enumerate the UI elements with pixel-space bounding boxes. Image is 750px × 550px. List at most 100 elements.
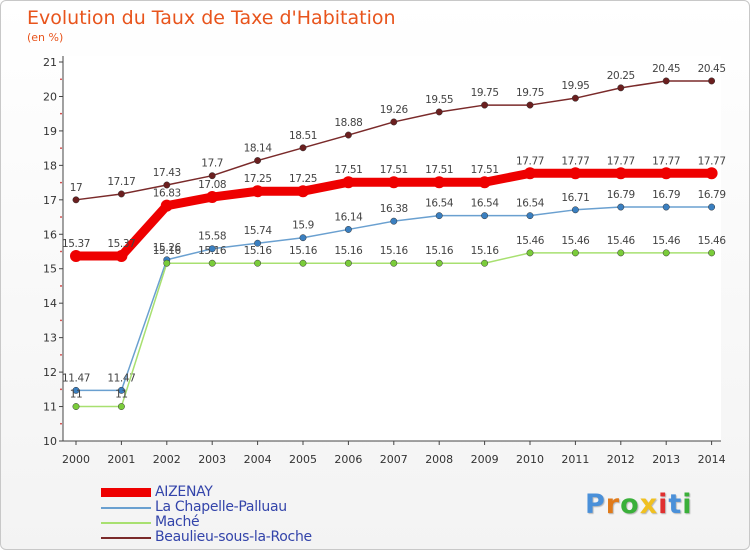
data-point-aizenay	[524, 167, 536, 180]
x-tick-label: 2005	[289, 453, 317, 466]
data-label-beaulieu-sous-la-roche: 19.95	[561, 80, 589, 92]
data-label-aizenay: 17.77	[561, 155, 589, 167]
data-label-beaulieu-sous-la-roche: 17.17	[107, 176, 135, 188]
data-point-la-chapelle-palluau	[344, 225, 352, 233]
logo-letter: P	[585, 489, 606, 520]
data-label-aizenay: 15.37	[107, 238, 135, 250]
logo-letter: o	[620, 489, 640, 520]
data-point-mach-	[254, 259, 262, 267]
data-label-la-chapelle-palluau: 15.58	[198, 231, 226, 243]
x-tick-label: 2009	[471, 453, 499, 466]
data-label-beaulieu-sous-la-roche: 17	[70, 182, 83, 194]
y-minor-tick	[60, 353, 62, 356]
data-point-aizenay	[433, 176, 446, 189]
data-label-mach-: 15.16	[425, 245, 454, 257]
y-minor-tick	[60, 388, 62, 391]
y-tick-label: 18	[43, 159, 57, 172]
data-point-mach-	[481, 259, 489, 267]
data-label-mach-: 15.46	[698, 235, 727, 247]
y-tick-label: 21	[43, 56, 57, 69]
data-label-mach-: 15.16	[244, 245, 273, 257]
y-minor-tick	[60, 216, 62, 218]
data-label-beaulieu-sous-la-roche: 18.88	[334, 117, 362, 129]
legend-swatch-aizenay	[101, 488, 151, 497]
data-point-la-chapelle-palluau	[435, 212, 443, 220]
logo-letter: x	[639, 489, 659, 520]
data-point-beaulieu-sous-la-roche	[435, 108, 443, 116]
x-tick-label: 2004	[244, 453, 272, 466]
data-label-mach-: 11	[115, 389, 128, 401]
data-label-aizenay: 15.37	[62, 238, 90, 250]
data-label-la-chapelle-palluau: 15.26	[153, 242, 182, 254]
data-point-la-chapelle-palluau	[390, 217, 398, 225]
data-label-la-chapelle-palluau: 16.79	[607, 189, 635, 201]
data-point-aizenay	[387, 176, 400, 189]
data-point-la-chapelle-palluau	[481, 212, 489, 220]
data-point-la-chapelle-palluau	[208, 245, 216, 253]
data-label-mach-: 15.16	[380, 245, 409, 257]
data-point-aizenay	[206, 191, 219, 204]
data-label-beaulieu-sous-la-roche: 17.43	[153, 167, 181, 179]
data-point-beaulieu-sous-la-roche	[254, 157, 262, 164]
data-label-mach-: 15.46	[607, 235, 636, 247]
data-point-aizenay	[478, 176, 491, 189]
data-label-la-chapelle-palluau: 16.54	[516, 198, 545, 210]
data-label-aizenay: 17.77	[607, 155, 635, 167]
data-label-mach-: 15.16	[334, 245, 363, 257]
y-minor-tick	[60, 78, 62, 81]
data-point-aizenay	[115, 249, 128, 262]
data-point-mach-	[435, 259, 443, 267]
x-tick-label: 2008	[425, 453, 453, 466]
data-label-beaulieu-sous-la-roche: 19.55	[425, 94, 453, 106]
data-label-aizenay: 17.08	[198, 179, 226, 191]
x-tick-label: 2006	[334, 453, 362, 466]
legend-label: La Chapelle-Palluau	[155, 499, 287, 515]
data-label-beaulieu-sous-la-roche: 19.75	[516, 87, 544, 99]
data-label-beaulieu-sous-la-roche: 17.7	[201, 158, 223, 170]
data-point-la-chapelle-palluau	[662, 203, 670, 211]
logo-letter: t	[668, 489, 683, 520]
x-tick-label: 2003	[198, 453, 226, 466]
data-point-beaulieu-sous-la-roche	[117, 190, 125, 198]
data-label-beaulieu-sous-la-roche: 18.51	[289, 130, 317, 142]
data-label-la-chapelle-palluau: 16.54	[425, 198, 454, 210]
data-label-aizenay: 17.51	[471, 164, 499, 176]
data-point-aizenay	[569, 167, 582, 180]
data-label-la-chapelle-palluau: 16.38	[380, 203, 408, 215]
data-label-beaulieu-sous-la-roche: 20.45	[698, 63, 726, 75]
data-point-la-chapelle-palluau	[708, 203, 716, 211]
data-label-aizenay: 17.25	[244, 173, 272, 185]
data-point-mach-	[344, 259, 352, 267]
data-point-beaulieu-sous-la-roche	[571, 94, 579, 102]
y-tick-label: 17	[43, 194, 57, 207]
data-point-la-chapelle-palluau	[617, 203, 625, 211]
y-minor-tick	[60, 112, 62, 115]
y-minor-tick	[60, 285, 62, 287]
x-tick-label: 2001	[107, 453, 135, 466]
legend-swatch-la-chapelle-palluau	[101, 507, 151, 509]
y-minor-tick	[60, 181, 62, 184]
data-point-beaulieu-sous-la-roche	[390, 118, 398, 126]
x-tick-label: 2007	[380, 453, 408, 466]
y-tick-label: 12	[43, 366, 57, 379]
data-label-la-chapelle-palluau: 16.14	[334, 211, 363, 223]
data-label-la-chapelle-palluau: 15.9	[292, 220, 314, 232]
data-label-mach-: 15.16	[153, 245, 182, 257]
data-point-mach-	[617, 249, 625, 257]
data-point-aizenay	[342, 176, 355, 189]
y-tick-label: 19	[43, 125, 57, 138]
data-point-mach-	[571, 249, 579, 257]
data-label-beaulieu-sous-la-roche: 20.45	[652, 63, 680, 75]
logo-letter: i	[682, 489, 693, 520]
data-label-aizenay: 17.25	[289, 173, 317, 185]
logo-letter: r	[605, 489, 621, 520]
data-point-beaulieu-sous-la-roche	[208, 172, 216, 180]
data-label-mach-: 15.16	[198, 245, 227, 257]
data-point-la-chapelle-palluau	[117, 386, 125, 394]
data-point-beaulieu-sous-la-roche	[708, 77, 716, 85]
data-point-mach-	[526, 249, 534, 257]
x-tick-label: 2013	[652, 453, 680, 466]
data-label-aizenay: 17.77	[652, 155, 680, 167]
data-point-beaulieu-sous-la-roche	[299, 144, 307, 152]
